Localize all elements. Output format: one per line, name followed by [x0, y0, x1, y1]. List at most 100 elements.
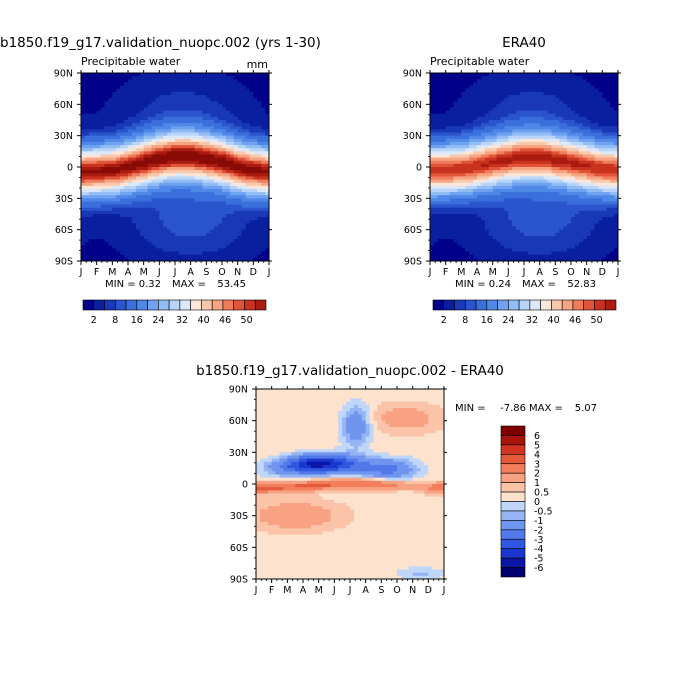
panel-model-heat-cell	[151, 98, 157, 102]
panel-model-heat-cell	[222, 132, 227, 137]
panel-model-heat-cell	[194, 201, 200, 206]
panel-model-heat-cell	[112, 126, 117, 130]
panel-model-heat-cell	[81, 126, 86, 130]
panel-model-heat-cell	[96, 248, 102, 253]
panel-model-heat-cell	[104, 232, 110, 237]
panel-model-heat-cell	[128, 207, 133, 212]
panel-obs-heat-cell	[461, 138, 466, 143]
panel-obs-heat-cell	[469, 88, 474, 93]
panel-model-heat-cell	[198, 185, 204, 190]
panel-obs-heat-cell	[571, 176, 576, 181]
panel-model-heat-cell	[104, 126, 110, 130]
panel-model-heat-cell	[190, 135, 196, 140]
panel-obs-heat-cell	[500, 76, 506, 80]
panel-model-heat-cell	[88, 207, 94, 212]
panel-model-heat-cell	[229, 254, 235, 259]
panel-model-heat-cell	[229, 132, 235, 137]
panel-model-heat-cell	[128, 157, 133, 162]
panel-obs-heat-cell	[606, 120, 611, 124]
panel-obs-heat-cell	[582, 104, 588, 109]
panel-model-heat-cell	[194, 185, 200, 190]
panel-obs-heat-cell	[590, 192, 596, 196]
panel-model-heat-cell	[261, 73, 266, 77]
panel-obs-heat-cell	[524, 141, 529, 146]
panel-model-heat-cell	[257, 173, 262, 177]
panel-model-heat-cell	[245, 94, 251, 99]
panel-model-heat-cell	[167, 98, 172, 102]
panel-obs-heat-cell	[453, 73, 459, 77]
panel-obs-heat-cell	[531, 170, 537, 174]
panel-model-heat-cell	[116, 235, 121, 240]
panel-model-heat-cell	[214, 123, 219, 127]
panel-model-heat-cell	[253, 254, 258, 259]
panel-model-heat-cell	[171, 98, 176, 102]
panel-obs-heat-cell	[496, 79, 502, 83]
panel-model-heat-cell	[104, 245, 110, 250]
panel-obs-heat-cell	[582, 167, 588, 171]
panel-model-heat-cell	[210, 223, 215, 228]
panel-model-heat-cell	[100, 204, 106, 209]
panel-model-heat-cell	[108, 217, 113, 221]
panel-model-heat-cell	[155, 185, 160, 190]
panel-model-heat-cell	[206, 132, 211, 137]
panel-obs-heat-cell	[430, 120, 435, 124]
panel-model-heat-cell	[257, 170, 262, 174]
panel-model-heat-cell	[120, 223, 125, 228]
panel-obs-heat-cell	[445, 176, 451, 181]
panel-obs-heat-cell	[578, 141, 584, 146]
panel-obs-heat-cell	[574, 151, 580, 156]
panel-obs-heat-cell	[594, 141, 600, 146]
panel-obs-heat-cell	[516, 192, 521, 196]
panel-obs-heat-cell	[590, 138, 596, 143]
panel-model-heat-cell	[96, 235, 102, 240]
panel-obs-heat-cell	[555, 176, 560, 181]
panel-model-heat-cell	[265, 254, 269, 259]
panel-model-heat-cell	[151, 73, 157, 77]
panel-model-heat-cell	[159, 82, 164, 87]
panel-obs-heat-cell	[586, 110, 592, 115]
panel-obs-heat-cell	[602, 129, 607, 134]
panel-model-heat-cell	[155, 188, 160, 193]
panel-model-heat-cell	[131, 251, 137, 256]
panel-obs-heat-cell	[520, 151, 525, 156]
panel-model-heat-cell	[222, 245, 227, 250]
panel-obs-heat-cell	[453, 201, 459, 206]
panel-obs-heat-cell	[610, 138, 615, 143]
panel-model-heat-cell	[96, 163, 102, 168]
panel-model-heat-cell	[178, 98, 184, 102]
panel-obs-heat-cell	[535, 123, 541, 127]
panel-model-heat-cell	[139, 85, 145, 90]
panel-model-colorbar-swatch	[136, 299, 148, 311]
panel-obs-heat-cell	[527, 107, 533, 112]
panel-model-heat-cell	[135, 201, 141, 206]
panel-obs-heat-cell	[527, 176, 533, 181]
panel-model-heat-cell	[167, 141, 172, 146]
panel-model-heat-cell	[88, 245, 94, 250]
panel-obs-heat-cell	[582, 198, 588, 203]
panel-obs-heat-cell	[437, 185, 443, 190]
panel-model-heat-cell	[182, 251, 188, 256]
panel-model-heat-cell	[116, 110, 121, 115]
panel-obs-heat-cell	[477, 123, 482, 127]
panel-model-heat-cell	[100, 141, 106, 146]
panel-obs-heat-cell	[465, 176, 470, 181]
panel-model-heat-cell	[218, 201, 223, 206]
panel-obs-heat-cell	[574, 73, 580, 77]
panel-model-heat-cell	[237, 201, 243, 206]
panel-model-heat-cell	[120, 148, 125, 152]
panel-model-heat-cell	[253, 79, 258, 83]
panel-obs-heat-cell	[500, 73, 506, 77]
panel-model-heat-cell	[135, 176, 141, 181]
panel-model-heat-cell	[245, 192, 251, 196]
panel-model-heat-cell	[261, 123, 266, 127]
panel-model-heat-cell	[222, 210, 227, 215]
panel-obs-heat-cell	[524, 126, 529, 130]
panel-model-heat-cell	[241, 73, 247, 77]
panel-model-heat-cell	[175, 179, 180, 184]
panel-obs-heat-cell	[469, 110, 474, 115]
panel-obs-heat-cell	[578, 179, 584, 184]
panel-model-heat-cell	[222, 204, 227, 209]
panel-model-heat-cell	[147, 110, 153, 115]
panel-obs-heat-cell	[457, 148, 462, 152]
panel-model-xtick-label: J	[79, 267, 83, 278]
